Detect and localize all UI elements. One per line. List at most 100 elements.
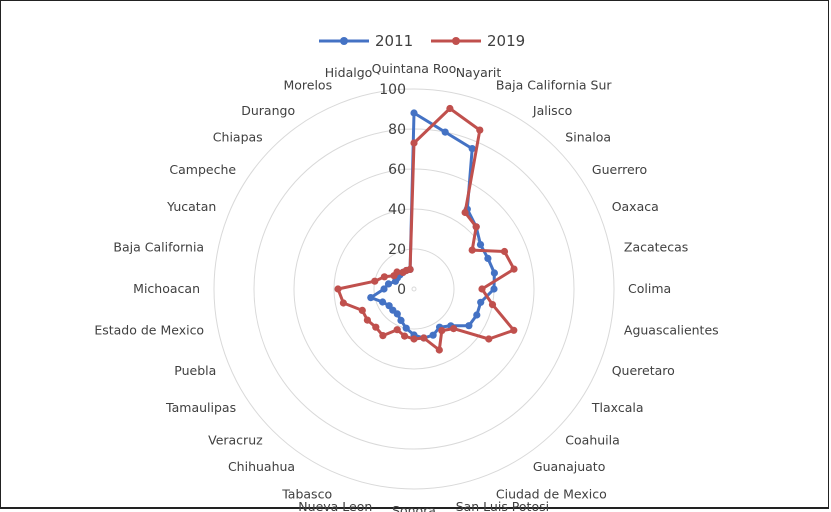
category-label: Chiapas — [213, 130, 263, 145]
data-point — [473, 311, 481, 319]
radial-tick-label: 20 — [388, 242, 406, 258]
category-label: Chihuahua — [228, 459, 295, 474]
category-label: Tabasco — [281, 487, 332, 502]
data-point — [435, 346, 443, 354]
data-point — [490, 269, 498, 277]
data-point — [402, 324, 410, 332]
data-point — [358, 306, 366, 314]
data-point — [510, 326, 518, 334]
data-point — [401, 332, 409, 340]
category-label: Morelos — [283, 77, 332, 92]
category-label: Colima — [628, 281, 671, 296]
data-point — [334, 285, 342, 293]
category-label: Oaxaca — [612, 199, 659, 214]
data-point — [379, 332, 387, 340]
data-point — [472, 223, 480, 231]
category-label: Guerrero — [592, 162, 647, 177]
data-point — [485, 335, 493, 343]
category-label: Nueva Leon — [298, 499, 372, 512]
radial-tick-label: 60 — [388, 162, 406, 178]
grid-center — [411, 286, 417, 292]
data-point — [385, 302, 393, 310]
data-point — [393, 268, 401, 276]
data-point — [500, 247, 509, 256]
data-point — [406, 265, 414, 273]
legend-item: 2019 — [431, 32, 525, 50]
category-label: Sinaloa — [565, 130, 611, 145]
category-label: Baja California Sur — [496, 77, 613, 92]
legend-item: 2011 — [319, 32, 413, 50]
category-label: Coahuila — [565, 432, 620, 447]
data-point — [488, 301, 497, 309]
data-point — [490, 285, 498, 293]
data-point — [410, 335, 418, 343]
data-point — [363, 316, 371, 324]
data-point — [380, 285, 388, 293]
grid-circle — [213, 88, 615, 490]
data-point — [468, 246, 476, 254]
category-label: Campeche — [169, 162, 236, 177]
legend-marker — [452, 37, 460, 45]
category-label: Baja California — [113, 239, 204, 254]
data-point — [372, 323, 380, 331]
data-point — [429, 331, 437, 339]
data-point — [441, 128, 449, 136]
category-label: Tamaulipas — [165, 400, 236, 415]
category-label: Durango — [241, 103, 295, 118]
legend-label: 2011 — [375, 32, 413, 50]
data-point — [410, 139, 418, 147]
category-label: Puebla — [174, 363, 216, 378]
category-label: Tlaxcala — [591, 400, 644, 415]
category-label: Jalisco — [532, 103, 572, 118]
series-line — [336, 107, 516, 352]
data-point — [465, 322, 473, 330]
category-label: Michoacan — [133, 281, 200, 296]
category-label: Zacatecas — [624, 239, 688, 254]
radar-grid — [213, 88, 615, 490]
category-label: Quintana Roo — [372, 61, 457, 76]
category-label: Aguascalientes — [624, 323, 719, 338]
data-point — [371, 277, 379, 285]
data-point — [393, 326, 401, 334]
data-point — [450, 325, 458, 333]
category-label: Hidalgo — [325, 65, 373, 80]
data-point — [380, 273, 388, 281]
data-point — [476, 126, 484, 134]
series-layer — [334, 104, 518, 354]
radial-tick-label: 80 — [388, 122, 406, 138]
data-point — [420, 334, 428, 342]
data-point — [446, 104, 454, 113]
category-label: Guanajuato — [533, 459, 605, 474]
category-label: Queretaro — [612, 363, 675, 378]
category-label: Veracruz — [208, 432, 263, 447]
radial-tick-label: 0 — [397, 282, 406, 298]
radial-tick-label: 100 — [379, 82, 406, 98]
data-point — [478, 285, 486, 293]
category-label: Yucatan — [166, 199, 216, 214]
category-label: Ciudad de Mexico — [496, 487, 607, 502]
grid-circle — [373, 248, 455, 330]
data-point — [477, 298, 485, 306]
data-point — [367, 294, 375, 302]
data-point — [484, 254, 492, 262]
legend: 2011 2019 — [319, 32, 525, 50]
category-label: Estado de Mexico — [94, 323, 204, 338]
category-label: Nayarit — [456, 65, 502, 80]
radial-tick-label: 40 — [388, 202, 406, 218]
data-point — [510, 265, 518, 273]
category-label: San Luis Potosi — [456, 499, 549, 512]
data-point — [379, 298, 387, 306]
data-point — [461, 208, 469, 217]
data-point — [468, 145, 476, 153]
legend-label: 2019 — [487, 32, 525, 50]
data-point — [397, 316, 405, 324]
series-2019 — [334, 104, 518, 354]
legend-marker — [340, 37, 348, 45]
data-point — [410, 109, 418, 117]
radial-tick-labels: 0 20 40 60 80 100 — [379, 82, 406, 298]
data-point — [438, 327, 446, 335]
grid-circle — [293, 168, 535, 410]
